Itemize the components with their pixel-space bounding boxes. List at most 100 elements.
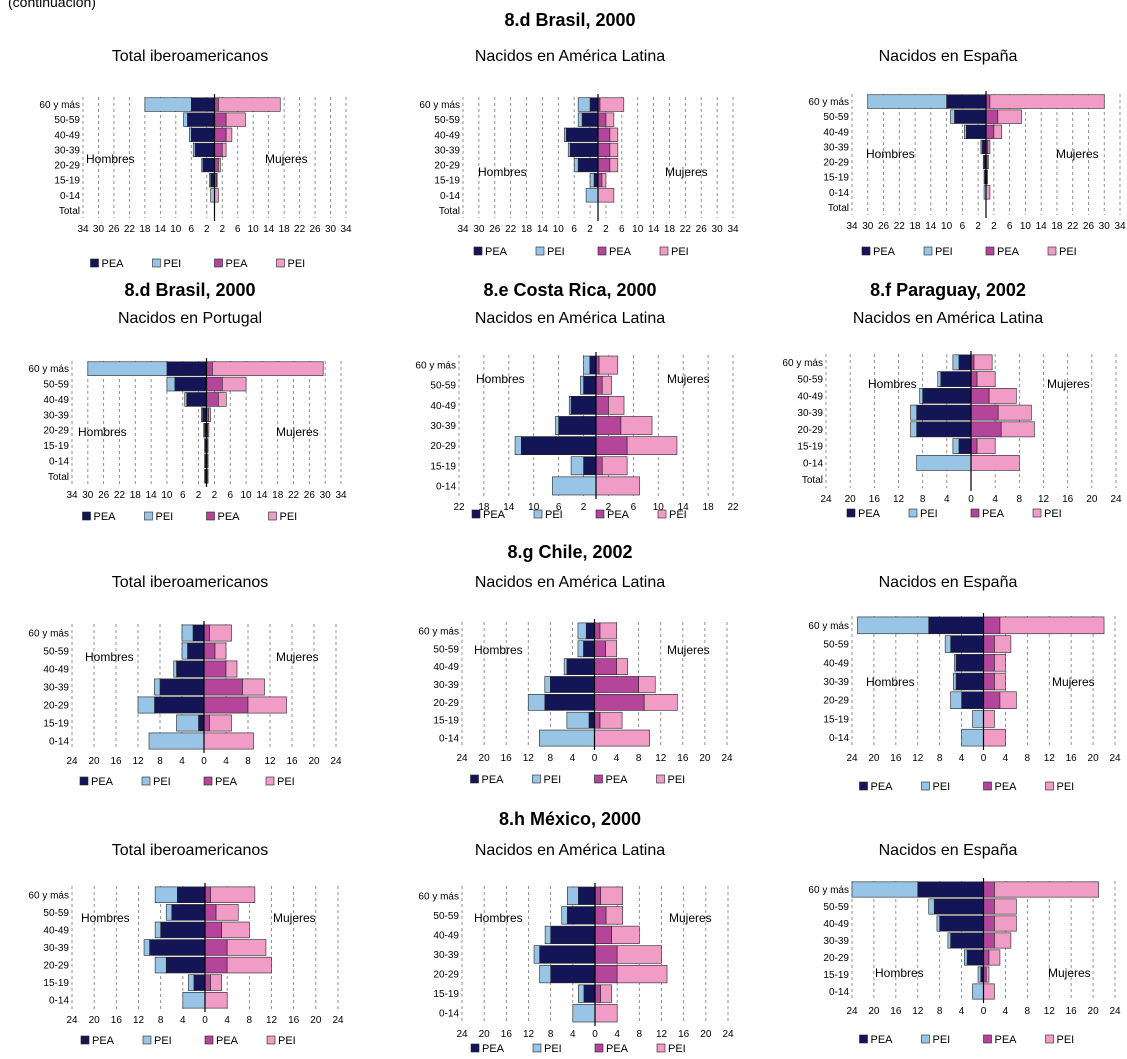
tick-label: 34 [727, 224, 739, 235]
tick-label: 16 [869, 494, 881, 505]
legend-swatch [206, 511, 215, 521]
legend-swatch [921, 1034, 930, 1044]
legend-swatch [204, 1035, 214, 1045]
bar-left-pei [533, 945, 540, 964]
tick-label: 34 [457, 224, 469, 235]
tick-label: 34 [340, 224, 352, 235]
legend-swatch [533, 509, 543, 519]
tick-label: 22 [680, 224, 692, 235]
bar-left-pei [209, 173, 211, 188]
legend-label: PEI [920, 508, 938, 520]
category-label: 60 y más [28, 890, 69, 901]
tick-label: 4 [179, 756, 185, 767]
legend-swatch [921, 781, 930, 791]
section-title-brasil-1: 8.d Brasil, 2000 [504, 10, 636, 30]
bar-right-pei [616, 945, 662, 964]
category-label: 0-14 [49, 996, 69, 1007]
bar-left-pei [573, 157, 579, 173]
tick-label: 6 [227, 490, 233, 501]
category-label: 30-39 [43, 943, 69, 954]
category-label: Total [48, 472, 69, 483]
legend-swatch [470, 1043, 480, 1053]
bar-left-pei [527, 694, 546, 711]
category-label: 20-29 [43, 426, 69, 437]
legend-swatch [859, 781, 868, 791]
bar-left-pei [204, 453, 206, 469]
tick-label: 6 [619, 224, 625, 235]
tick-label: 10 [1020, 221, 1032, 232]
tick-label: 24 [1109, 1006, 1121, 1017]
tick-label: 12 [264, 756, 276, 767]
tick-label: 14 [155, 224, 167, 235]
bar-left-pei [566, 886, 579, 905]
category-label: 40-49 [823, 127, 849, 138]
chart-subtitle: Total iberoamericanos [111, 48, 269, 65]
bar-left-pei [578, 984, 585, 1003]
bar-left-pei [952, 438, 960, 454]
legend-swatch [657, 509, 667, 519]
bar-left-pei [937, 371, 942, 387]
bar-left-pei [567, 142, 571, 158]
bar-left-pei [577, 640, 584, 658]
tick-label: 20 [479, 753, 491, 764]
tick-label: 6 [180, 490, 186, 501]
category-label: 0-14 [829, 733, 849, 744]
hombres-label: Hombres [478, 165, 527, 179]
legend-label: PEA [606, 1043, 629, 1055]
bar-right-pea [983, 898, 995, 915]
tick-label: 24 [456, 1029, 468, 1040]
category-label: 15-19 [43, 978, 69, 989]
legend-swatch [144, 511, 153, 521]
category-label: 60 y más [782, 358, 823, 369]
tick-label: 12 [133, 1015, 145, 1026]
legend-swatch [532, 1043, 542, 1053]
hombres-label: Hombres [474, 911, 523, 925]
legend-swatch [597, 246, 607, 256]
legend-swatch [532, 774, 541, 784]
tick-label: 24 [1109, 753, 1121, 764]
tick-label: 18 [478, 502, 490, 513]
category-label: 20-29 [797, 425, 823, 436]
hombres-label: Hombres [868, 377, 917, 391]
legend-label: PEA [94, 511, 117, 523]
category-label: 15-19 [434, 176, 460, 187]
category-label: 20-29 [433, 970, 459, 981]
bar-right-pei [976, 371, 996, 387]
legend-label: PEI [935, 246, 953, 258]
tick-label: 30 [325, 224, 337, 235]
bar-left-pei [189, 127, 192, 142]
tick-label: 12 [523, 753, 535, 764]
bar-right-pei [242, 678, 265, 696]
category-label: 40-49 [433, 930, 459, 941]
bar-left-pei [204, 438, 206, 453]
bar-left-pei [919, 388, 923, 404]
legend-swatch [203, 776, 213, 786]
bar-right-pea [983, 915, 995, 932]
tick-label: 24 [66, 756, 78, 767]
bar-right-pei [994, 635, 1012, 653]
bar-right-pei [601, 375, 612, 395]
chart-subtitle: Nacidos en América Latina [474, 842, 666, 859]
bar-left-pei [964, 949, 968, 966]
category-label: 20-29 [823, 158, 849, 169]
bar-right-pei [212, 361, 324, 376]
hombres-label: Hombres [474, 643, 523, 657]
mujeres-label: Mujeres [1056, 147, 1099, 161]
chart-subtitle: Total iberoamericanos [111, 574, 269, 591]
mujeres-label: Mujeres [276, 425, 319, 439]
tick-label: 8 [1025, 1006, 1031, 1017]
bar-left-pei [143, 939, 150, 956]
hombres-label: Hombres [866, 147, 915, 161]
bar-left-pei [184, 392, 188, 407]
category-label: 15-19 [433, 989, 459, 1000]
tick-label: 20 [308, 756, 320, 767]
section-title-brasil-2: 8.d Brasil, 2000 [124, 280, 256, 300]
tick-label: 8 [157, 756, 163, 767]
category-label: 60 y más [808, 97, 849, 108]
chart-subtitle: Nacidos en América Latina [474, 574, 666, 591]
bar-left-pei [144, 97, 192, 112]
